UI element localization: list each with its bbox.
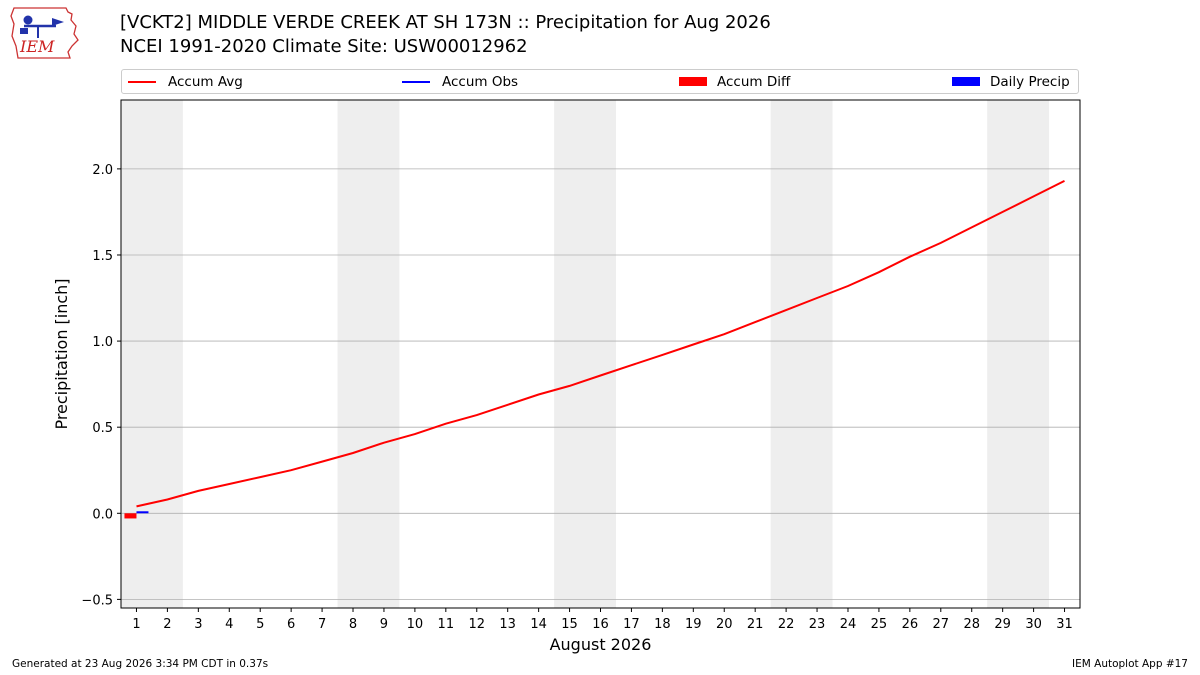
x-tick-label-10: 10 (407, 617, 424, 632)
x-tick-label-24: 24 (840, 617, 857, 632)
y-axis-ticks: −0.5 0.0 0.5 1.0 1.5 2.0 (81, 163, 121, 608)
x-tick-label-7: 7 (318, 617, 326, 632)
x-tick-label-29: 29 (994, 617, 1011, 632)
x-tick-label-26: 26 (902, 617, 919, 632)
x-tick-label-21: 21 (747, 617, 764, 632)
x-tick-label-5: 5 (256, 617, 264, 632)
legend-item-daily-precip: Daily Precip (952, 70, 1070, 93)
x-tick-label-9: 9 (380, 617, 388, 632)
x-axis-ticks: 1 2 3 4 5 6 7 8 9 10 11 12 13 14 15 16 17 18 19 20 21 22 23 24 2… (132, 608, 1073, 632)
legend-label-accum-obs: Accum Obs (442, 73, 519, 90)
x-tick-label-2: 2 (163, 617, 171, 632)
x-tick-label-3: 3 (194, 617, 202, 632)
series-line-accum-avg (136, 180, 1065, 508)
weekend-band-2 (554, 100, 616, 608)
logo-text: IEM (19, 37, 55, 56)
y-tick-label-5: 2.0 (92, 163, 113, 178)
x-tick-label-20: 20 (716, 617, 733, 632)
legend: Accum Avg Accum Obs Accum Diff Daily Pre… (121, 69, 1079, 94)
legend-swatch-accum-avg (128, 80, 156, 83)
legend-item-accum-avg: Accum Avg (128, 70, 243, 93)
x-tick-label-13: 13 (499, 617, 516, 632)
x-tick-label-27: 27 (933, 617, 950, 632)
legend-label-daily-precip: Daily Precip (990, 73, 1070, 90)
x-tick-label-1: 1 (132, 617, 140, 632)
weekend-band-4 (987, 100, 1050, 608)
x-axis-label: August 2026 (550, 635, 652, 654)
legend-swatch-daily-precip (952, 77, 980, 86)
x-tick-label-19: 19 (685, 617, 702, 632)
weekend-band-0 (121, 100, 183, 608)
legend-swatch-accum-obs (402, 80, 430, 83)
x-tick-label-14: 14 (530, 617, 547, 632)
x-tick-label-25: 25 (871, 617, 888, 632)
iem-logo: IEM (10, 7, 79, 59)
app-credit: IEM Autoplot App #17 (1072, 658, 1188, 670)
weekend-band-3 (770, 100, 833, 608)
y-tick-label-2: 0.5 (92, 421, 113, 436)
y-axis-label: Precipitation [inch] (52, 278, 71, 429)
x-tick-label-17: 17 (623, 617, 640, 632)
x-tick-label-15: 15 (561, 617, 578, 632)
x-tick-label-28: 28 (963, 617, 980, 632)
x-tick-label-8: 8 (349, 617, 357, 632)
x-tick-label-30: 30 (1025, 617, 1042, 632)
grid-lines (121, 168, 1080, 600)
legend-label-accum-avg: Accum Avg (168, 73, 243, 90)
weekend-band-1 (337, 100, 400, 608)
y-tick-label-1: 0.0 (92, 507, 113, 522)
x-tick-label-12: 12 (468, 617, 485, 632)
weekend-bands (121, 100, 1050, 608)
bar-accum-diff-1 (124, 513, 137, 519)
x-tick-label-23: 23 (809, 617, 826, 632)
x-tick-label-6: 6 (287, 617, 295, 632)
chart-title: [VCKT2] MIDDLE VERDE CREEK AT SH 173N ::… (120, 12, 771, 33)
x-tick-label-4: 4 (225, 617, 233, 632)
y-tick-label-0: −0.5 (81, 593, 113, 608)
legend-item-accum-diff: Accum Diff (679, 70, 790, 93)
x-tick-label-18: 18 (654, 617, 671, 632)
legend-item-accum-obs: Accum Obs (402, 70, 518, 93)
y-tick-label-3: 1.0 (92, 335, 113, 350)
x-tick-label-11: 11 (438, 617, 455, 632)
legend-swatch-accum-diff (679, 77, 707, 86)
chart-subtitle: NCEI 1991-2020 Climate Site: USW00012962 (120, 36, 528, 57)
x-tick-label-31: 31 (1056, 617, 1073, 632)
y-tick-label-4: 1.5 (92, 249, 113, 264)
generated-timestamp: Generated at 23 Aug 2026 3:34 PM CDT in … (12, 658, 269, 670)
x-tick-label-22: 22 (778, 617, 795, 632)
legend-label-accum-diff: Accum Diff (717, 73, 791, 90)
data-marks (124, 180, 1065, 519)
x-tick-label-16: 16 (592, 617, 609, 632)
